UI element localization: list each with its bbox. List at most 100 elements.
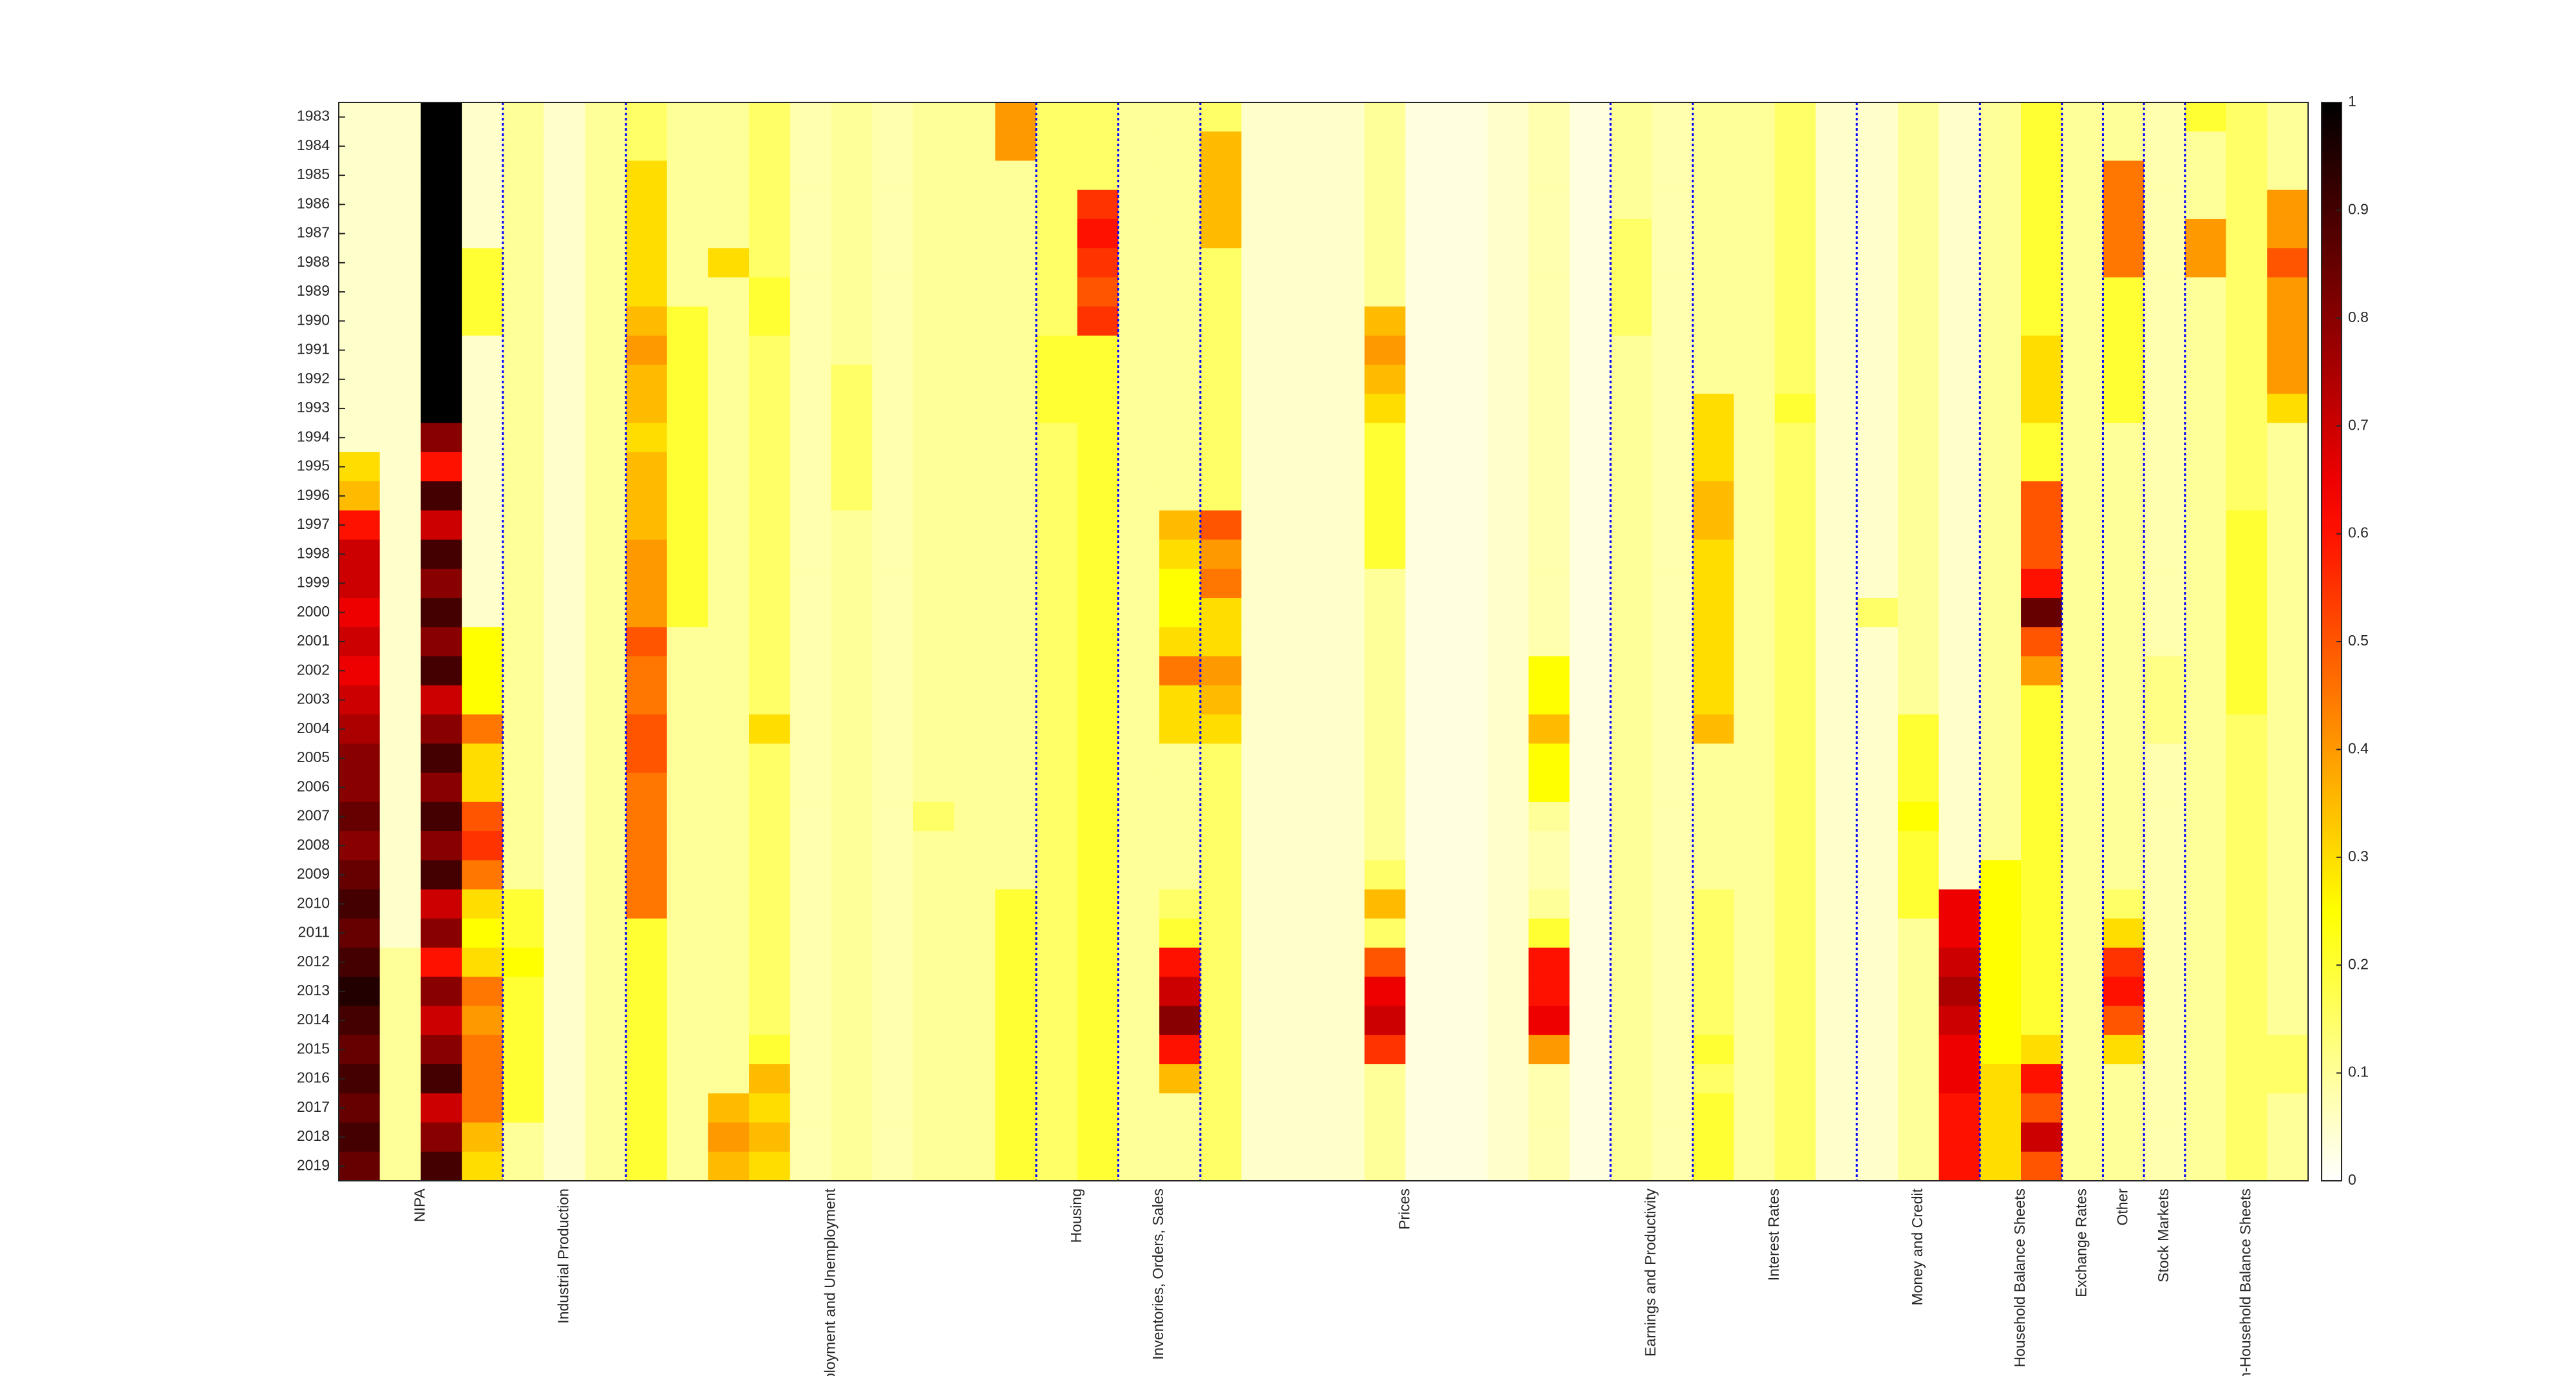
heatmap-cell	[2144, 685, 2186, 715]
heatmap-cell	[379, 102, 422, 132]
heatmap-cell	[1200, 365, 1242, 395]
heatmap-cell	[913, 977, 955, 1007]
heatmap-cell	[2226, 365, 2268, 395]
heatmap-cell	[1282, 977, 1324, 1007]
heatmap-cell	[1692, 918, 1734, 948]
heatmap-cell	[1980, 598, 2022, 627]
heatmap-cell	[1897, 1006, 1940, 1036]
heatmap-cell	[2144, 1151, 2186, 1181]
heatmap-cell	[585, 510, 627, 540]
heatmap-cell	[1159, 685, 1201, 715]
heatmap-cell	[1077, 1122, 1119, 1152]
heatmap-cell	[1528, 1122, 1570, 1152]
heatmap-cell	[995, 102, 1037, 132]
heatmap-cell	[831, 539, 873, 569]
heatmap-cell	[2103, 1035, 2145, 1065]
heatmap-cell	[667, 743, 708, 774]
heatmap-cell	[872, 627, 914, 657]
heatmap-cell	[1118, 539, 1160, 569]
heatmap-cell	[1159, 889, 1201, 919]
heatmap-cell	[749, 248, 791, 278]
heatmap-cell	[1569, 510, 1611, 540]
heatmap-cell	[872, 277, 914, 307]
heatmap-cell	[1487, 889, 1530, 919]
heatmap-cell	[1159, 481, 1201, 511]
heatmap-cell	[2184, 685, 2227, 715]
colorbar-tick-label: 0.5	[2348, 632, 2369, 649]
heatmap-cell	[1610, 1093, 1653, 1123]
heatmap-cell	[421, 860, 462, 890]
heatmap-cell	[1200, 714, 1242, 744]
heatmap-cell	[2021, 1122, 2063, 1152]
heatmap-cell	[1692, 889, 1734, 919]
heatmap-cell	[2184, 218, 2227, 249]
heatmap-cell	[1528, 889, 1570, 919]
heatmap-cell	[585, 423, 627, 453]
heatmap-cell	[1651, 918, 1693, 948]
heatmap-cell	[502, 772, 545, 803]
heatmap-cell	[1077, 189, 1119, 220]
heatmap-cell	[339, 1122, 381, 1152]
heatmap-cell	[502, 131, 545, 162]
heatmap-cell	[2061, 539, 2104, 569]
heatmap-cell	[1282, 656, 1324, 686]
heatmap-cell	[667, 481, 708, 511]
heatmap-cell	[2103, 452, 2145, 482]
heatmap-cell	[421, 948, 462, 977]
heatmap-cell	[462, 277, 504, 307]
heatmap-cell	[585, 481, 627, 511]
heatmap-cell	[790, 248, 832, 278]
heatmap-cell	[1446, 1035, 1488, 1065]
heatmap-cell	[1036, 1151, 1078, 1181]
heatmap-cell	[462, 452, 504, 482]
heatmap-cell	[749, 772, 791, 803]
heatmap-cell	[1200, 102, 1242, 132]
colorbar-tick-label: 0.8	[2348, 309, 2369, 325]
heatmap-cell	[2184, 627, 2227, 657]
y-tick-label: 2005	[297, 749, 330, 765]
heatmap-cell	[339, 743, 381, 774]
heatmap-cell	[1405, 598, 1447, 627]
heatmap-cell	[544, 918, 585, 948]
heatmap-cell	[1036, 977, 1078, 1007]
heatmap-cell	[1774, 948, 1817, 977]
heatmap-cell	[2144, 1035, 2186, 1065]
heatmap-cell	[708, 218, 750, 249]
heatmap-cell	[1815, 743, 1857, 774]
heatmap-cell	[585, 248, 627, 278]
heatmap-cell	[1815, 889, 1857, 919]
heatmap-cell	[502, 394, 545, 424]
heatmap-cell	[379, 1035, 422, 1065]
heatmap-cell	[1364, 131, 1406, 162]
heatmap-cell	[1774, 568, 1817, 598]
heatmap-cell	[379, 656, 422, 686]
heatmap-cell	[462, 335, 504, 365]
heatmap-cell	[667, 102, 708, 132]
heatmap-cell	[1938, 627, 1980, 657]
y-tick-label: 1989	[297, 282, 330, 299]
heatmap-cell	[913, 277, 955, 307]
y-tick-label: 2000	[297, 603, 330, 620]
heatmap-cell	[2061, 277, 2104, 307]
heatmap-cell	[667, 860, 708, 890]
heatmap-cell	[502, 277, 545, 307]
heatmap-cell	[1734, 452, 1776, 482]
heatmap-cell	[1857, 568, 1899, 598]
heatmap-cell	[1569, 481, 1611, 511]
heatmap-cell	[1118, 743, 1160, 774]
heatmap-cell	[831, 423, 873, 453]
heatmap-cell	[1610, 714, 1653, 744]
heatmap-cell	[667, 189, 708, 220]
heatmap-cell	[1569, 1093, 1611, 1123]
heatmap-cell	[1692, 656, 1734, 686]
heatmap-cell	[667, 714, 708, 744]
heatmap-cell	[790, 1064, 832, 1094]
heatmap-cell	[585, 598, 627, 627]
heatmap-cell	[1446, 772, 1488, 803]
heatmap-cell	[1897, 102, 1940, 132]
heatmap-cell	[339, 889, 381, 919]
heatmap-cell	[544, 510, 585, 540]
heatmap-cell	[1815, 102, 1857, 132]
heatmap-cell	[1487, 656, 1530, 686]
heatmap-cell	[995, 160, 1037, 191]
